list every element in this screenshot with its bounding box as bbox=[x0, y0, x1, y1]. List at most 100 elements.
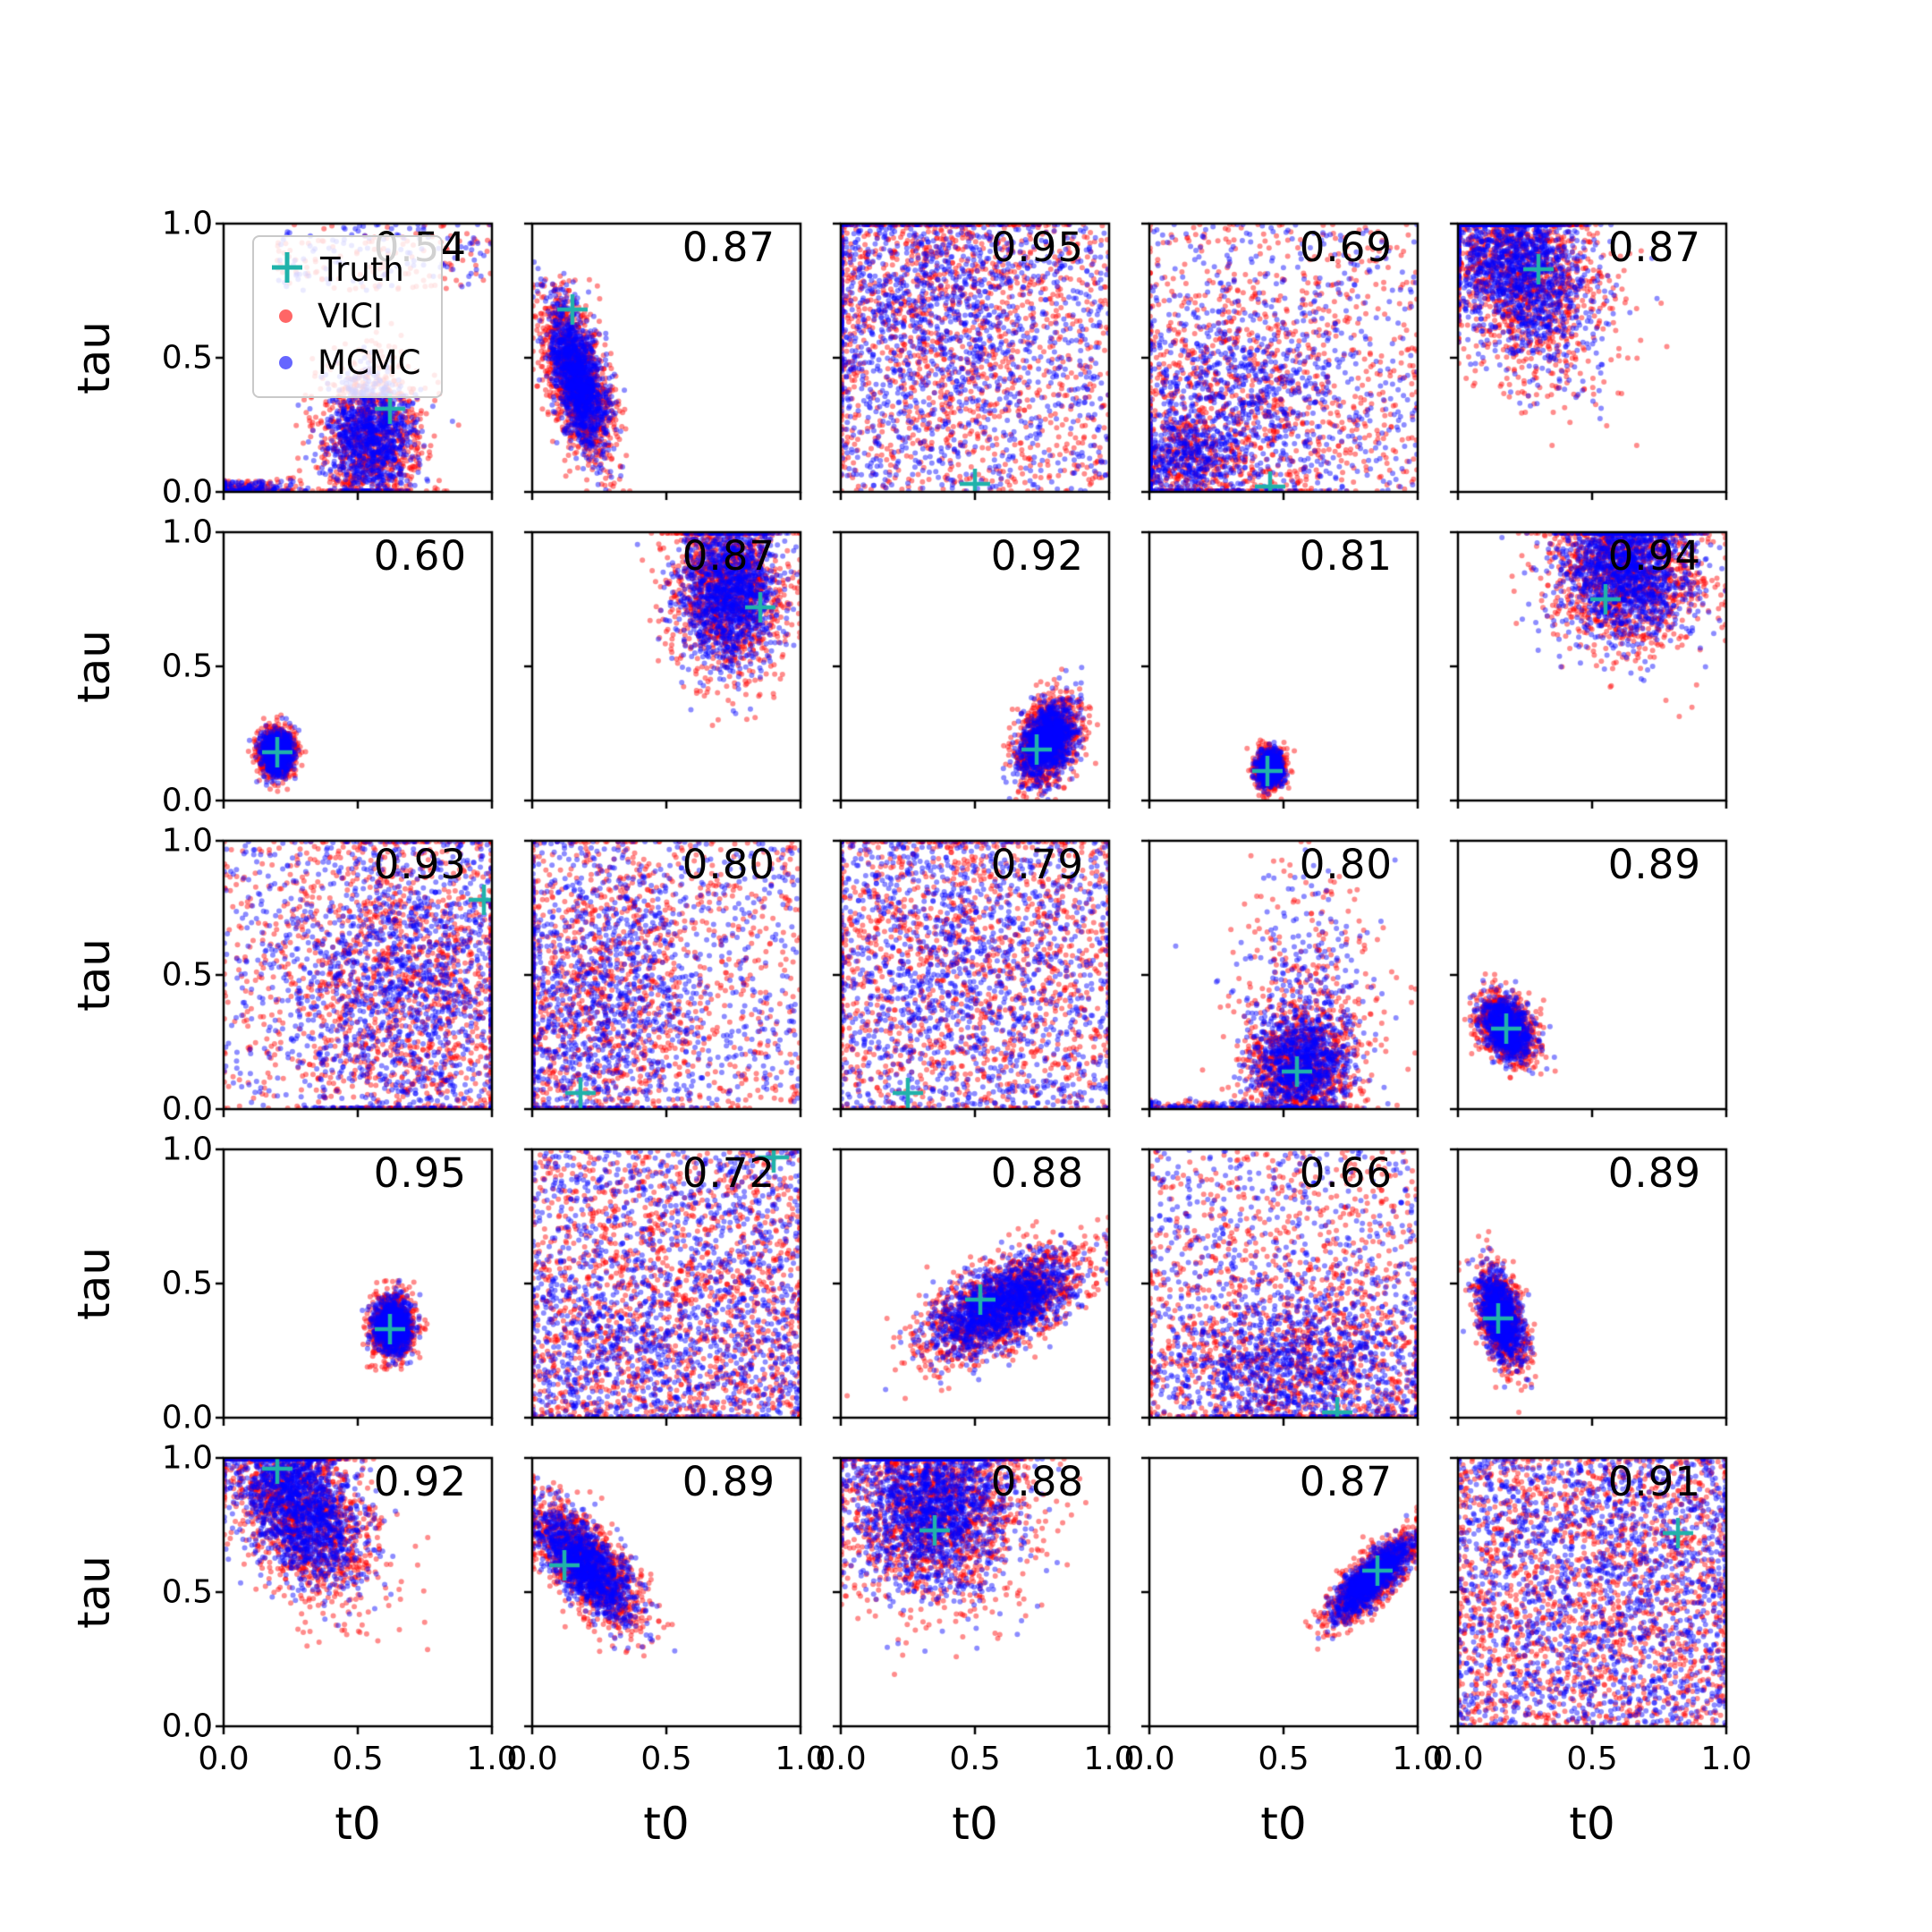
y-tick-label: 0.5 bbox=[161, 648, 213, 685]
x-tick-label: 0.5 bbox=[1258, 1741, 1309, 1777]
panel-score: 0.95 bbox=[373, 1149, 467, 1197]
panel-score: 0.93 bbox=[373, 841, 467, 888]
x-axis-label: t0 bbox=[335, 1798, 381, 1850]
x-tick-label: 0.0 bbox=[1123, 1741, 1175, 1777]
panel-score: 0.95 bbox=[990, 224, 1084, 271]
panel-score: 0.88 bbox=[990, 1458, 1084, 1505]
scatter-canvas bbox=[522, 1448, 810, 1736]
y-axis-label: tau bbox=[68, 938, 120, 1012]
panel-r2-c2: 0.79 bbox=[831, 831, 1119, 1119]
panel-r4-c2: 0.88 bbox=[831, 1448, 1119, 1736]
x-tick-label: 0.5 bbox=[1566, 1741, 1618, 1777]
panel-r4-c0: 0.92 bbox=[214, 1448, 502, 1736]
panel-r3-c1: 0.72 bbox=[522, 1140, 810, 1428]
scatter-canvas bbox=[1140, 1448, 1428, 1736]
x-tick-label: 0.0 bbox=[815, 1741, 867, 1777]
panel-score: 0.87 bbox=[1299, 1458, 1393, 1505]
y-axis-label: tau bbox=[68, 1555, 120, 1629]
y-tick-label: 1.0 bbox=[161, 1131, 213, 1168]
scatter-canvas bbox=[1448, 522, 1736, 810]
panel-r0-c3: 0.69 bbox=[1140, 214, 1428, 502]
x-axis-label: t0 bbox=[1569, 1798, 1615, 1850]
panel-score: 0.72 bbox=[682, 1149, 775, 1197]
scatter-canvas bbox=[522, 831, 810, 1119]
y-axis-label: tau bbox=[68, 321, 120, 394]
panel-r4-c1: 0.89 bbox=[522, 1448, 810, 1736]
y-tick-label: 0.0 bbox=[161, 1707, 213, 1745]
panel-r3-c2: 0.88 bbox=[831, 1140, 1119, 1428]
scatter-canvas bbox=[831, 1448, 1119, 1736]
truth-plus-icon bbox=[267, 250, 308, 289]
panel-r0-c1: 0.87 bbox=[522, 214, 810, 502]
legend: Truth VICI MCMC bbox=[252, 235, 443, 398]
x-tick-label: 1.0 bbox=[1392, 1741, 1444, 1777]
panel-score: 0.87 bbox=[682, 532, 775, 580]
panel-score: 0.80 bbox=[682, 841, 775, 888]
panel-r2-c3: 0.80 bbox=[1140, 831, 1428, 1119]
panel-score: 0.92 bbox=[373, 1458, 467, 1505]
scatter-canvas bbox=[831, 831, 1119, 1119]
panel-r0-c4: 0.87 bbox=[1448, 214, 1736, 502]
legend-label-mcmc: MCMC bbox=[318, 343, 421, 382]
panel-score: 0.92 bbox=[990, 532, 1084, 580]
panel-score: 0.60 bbox=[373, 532, 467, 580]
panel-r2-c4: 0.89 bbox=[1448, 831, 1736, 1119]
legend-label-vici: VICI bbox=[318, 296, 383, 335]
scatter-canvas bbox=[522, 214, 810, 502]
legend-item-truth: Truth bbox=[267, 246, 421, 292]
x-tick-label: 1.0 bbox=[775, 1741, 826, 1777]
panel-score: 0.89 bbox=[1607, 841, 1701, 888]
panel-r2-c0: 0.93 bbox=[214, 831, 502, 1119]
panel-r3-c3: 0.66 bbox=[1140, 1140, 1428, 1428]
panel-score: 0.66 bbox=[1299, 1149, 1393, 1197]
x-tick-label: 1.0 bbox=[1083, 1741, 1135, 1777]
y-tick-label: 0.0 bbox=[161, 782, 213, 819]
panel-r1-c4: 0.94 bbox=[1448, 522, 1736, 810]
y-axis-label: tau bbox=[68, 1247, 120, 1320]
scatter-canvas bbox=[1448, 214, 1736, 502]
y-tick-label: 0.5 bbox=[161, 339, 213, 377]
x-tick-label: 0.5 bbox=[332, 1741, 384, 1777]
y-tick-label: 1.0 bbox=[161, 205, 213, 242]
x-axis-label: t0 bbox=[1260, 1798, 1307, 1850]
mcmc-dot-icon bbox=[279, 355, 292, 369]
y-tick-label: 1.0 bbox=[161, 822, 213, 860]
scatter-canvas bbox=[214, 522, 502, 810]
panel-score: 0.94 bbox=[1607, 532, 1701, 580]
y-tick-label: 0.0 bbox=[161, 1399, 213, 1436]
panel-score: 0.87 bbox=[682, 224, 775, 271]
panel-score: 0.89 bbox=[682, 1458, 775, 1505]
panel-r1-c1: 0.87 bbox=[522, 522, 810, 810]
panel-r1-c2: 0.92 bbox=[831, 522, 1119, 810]
y-tick-label: 0.5 bbox=[161, 956, 213, 994]
scatter-canvas bbox=[522, 1140, 810, 1428]
scatter-canvas bbox=[831, 522, 1119, 810]
legend-item-vici: VICI bbox=[267, 292, 421, 339]
panel-r4-c4: 0.91 bbox=[1448, 1448, 1736, 1736]
x-axis-label: t0 bbox=[952, 1798, 998, 1850]
scatter-canvas bbox=[1140, 831, 1428, 1119]
panel-r3-c0: 0.95 bbox=[214, 1140, 502, 1428]
scatter-canvas bbox=[831, 1140, 1119, 1428]
scatter-canvas bbox=[214, 1140, 502, 1428]
panel-r1-c3: 0.81 bbox=[1140, 522, 1428, 810]
scatter-canvas bbox=[1140, 214, 1428, 502]
scatter-canvas bbox=[214, 1448, 502, 1736]
legend-label-truth: Truth bbox=[320, 250, 404, 289]
x-tick-label: 0.0 bbox=[1432, 1741, 1484, 1777]
x-tick-label: 0.5 bbox=[640, 1741, 692, 1777]
y-tick-label: 0.0 bbox=[161, 473, 213, 511]
y-tick-label: 0.0 bbox=[161, 1090, 213, 1128]
panel-r0-c2: 0.95 bbox=[831, 214, 1119, 502]
y-tick-label: 0.5 bbox=[161, 1573, 213, 1611]
y-axis-label: tau bbox=[68, 630, 120, 703]
panel-r1-c0: 0.60 bbox=[214, 522, 502, 810]
y-tick-label: 1.0 bbox=[161, 1439, 213, 1477]
scatter-canvas bbox=[831, 214, 1119, 502]
panel-r3-c4: 0.89 bbox=[1448, 1140, 1736, 1428]
x-tick-label: 0.0 bbox=[198, 1741, 250, 1777]
panel-score: 0.87 bbox=[1607, 224, 1701, 271]
panel-score: 0.89 bbox=[1607, 1149, 1701, 1197]
x-axis-label: t0 bbox=[643, 1798, 690, 1850]
